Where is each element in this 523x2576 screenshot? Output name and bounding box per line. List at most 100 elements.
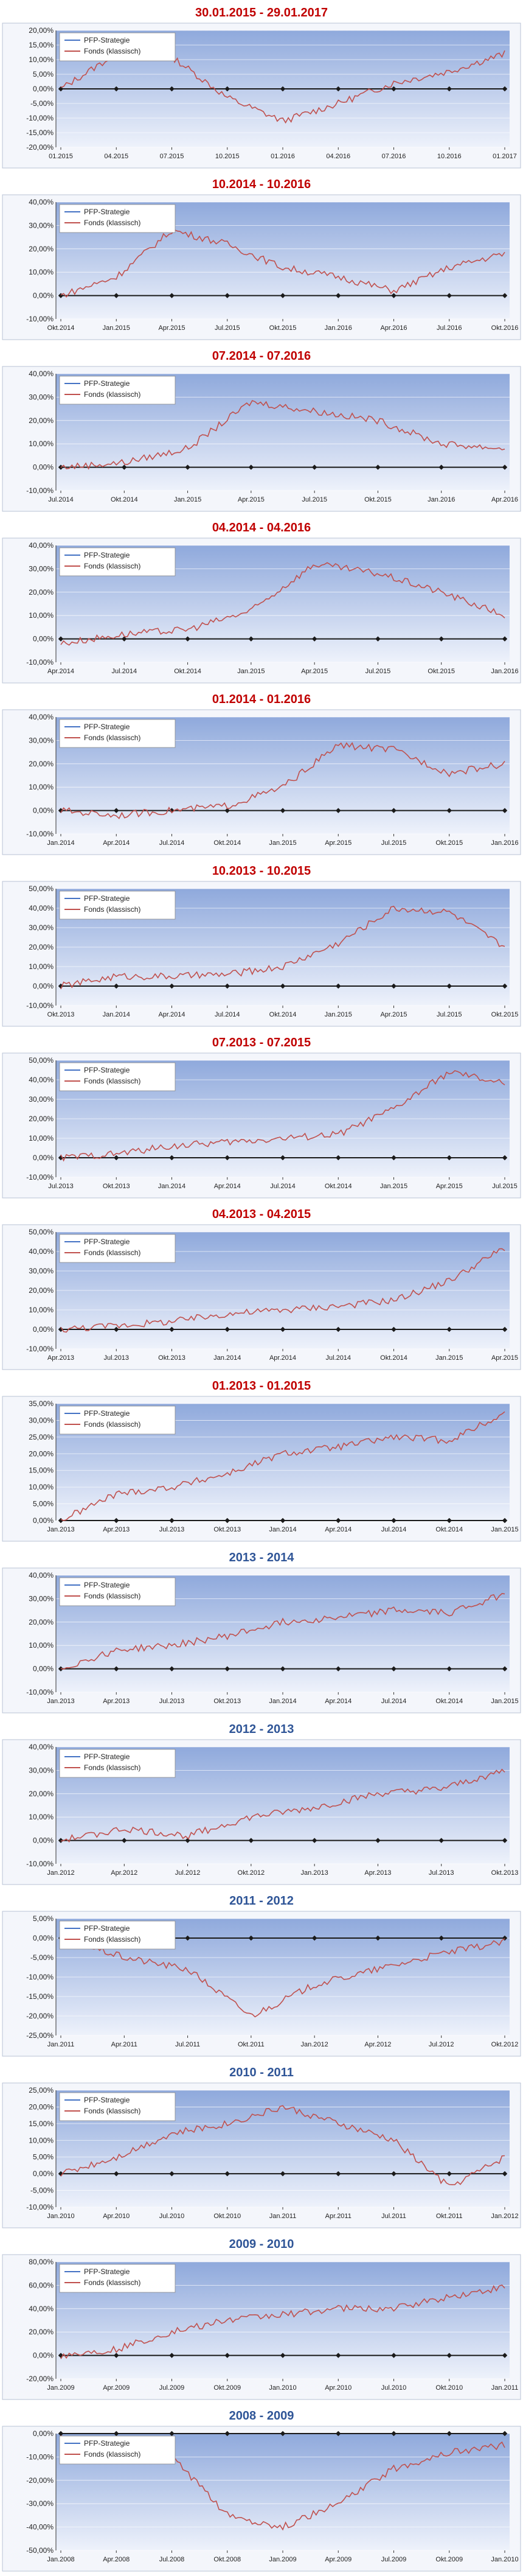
legend-box [59, 719, 176, 748]
legend-label: PFP-Strategie [84, 551, 130, 559]
x-tick-label: Jan.2016 [325, 324, 352, 332]
y-tick-label: 10,00% [29, 962, 54, 971]
legend-label: PFP-Strategie [84, 723, 130, 731]
series-point-pfp [438, 464, 444, 470]
y-tick-label: -5,00% [30, 99, 54, 108]
x-tick-label: Okt.2014 [435, 1526, 463, 1533]
series-line-fonds [60, 2284, 505, 2359]
series-point-pfp [169, 1155, 175, 1161]
x-tick-label: Apr.2015 [491, 1354, 518, 1362]
chart-svg: -10,00% 0,00% 10,00% 20,00% 30,00% 40,00% Jan.… [2, 709, 521, 855]
x-tick-label: Jan.2010 [269, 2384, 296, 2392]
legend-label: Fonds (klassisch) [84, 1935, 140, 1944]
x-tick-label: Okt.2013 [213, 1526, 241, 1533]
legend-label: Fonds (klassisch) [84, 562, 140, 570]
x-tick-label: 10.2016 [437, 153, 462, 160]
series-point-pfp [311, 464, 317, 470]
x-tick-label: Apr.2016 [380, 324, 407, 332]
y-tick-label: -10,00% [26, 2203, 54, 2211]
y-tick-label: -10,00% [26, 1688, 54, 1696]
x-tick-label: Jul.2013 [159, 1526, 185, 1533]
legend: PFP-Strategie Fonds (klassisch) [59, 376, 176, 405]
legend-label: PFP-Strategie [84, 36, 130, 44]
y-tick-label: 35,00% [29, 1399, 54, 1408]
y-tick-label: 15,00% [29, 1466, 54, 1475]
series-point-pfp [224, 1517, 230, 1524]
series-point-pfp [446, 293, 452, 298]
x-tick-label: Jan.2014 [269, 1698, 296, 1705]
x-tick-label: Apr.2015 [238, 496, 265, 503]
chart-title: 01.2014 - 01.2016 [212, 693, 311, 706]
legend-label: PFP-Strategie [84, 379, 130, 388]
x-tick-label: Jul.2015 [302, 496, 327, 503]
legend: PFP-Strategie Fonds (klassisch) [59, 32, 176, 61]
x-tick-label: Jan.2012 [47, 1869, 74, 1877]
x-tick-label: Jul.2014 [325, 1354, 351, 1362]
y-tick-label: 5,00% [33, 70, 54, 79]
series-point-pfp [224, 86, 230, 92]
x-tick-label: Okt.2013 [158, 1354, 185, 1362]
series-point-pfp [169, 1326, 175, 1332]
x-tick-label: Jul.2016 [437, 324, 462, 332]
x-tick-label: Apr.2011 [325, 2213, 352, 2220]
y-tick-label: -30,00% [26, 2499, 54, 2508]
y-tick-label: -10,00% [26, 315, 54, 323]
y-tick-label: 10,00% [29, 1641, 54, 1650]
y-tick-label: -10,00% [26, 1860, 54, 1868]
x-tick-label: Apr.2014 [269, 1354, 296, 1362]
y-tick-label: 40,00% [29, 1571, 54, 1580]
x-tick-label: Jan.2015 [491, 1698, 518, 1705]
y-tick-label: 0,00% [33, 807, 54, 815]
x-tick-label: Jan.2008 [47, 2556, 74, 2563]
x-tick-label: Jan.2011 [269, 2213, 296, 2220]
x-tick-label: Okt.2013 [47, 1011, 75, 1018]
y-tick-label: -20,00% [26, 2476, 54, 2485]
y-tick-label: 10,00% [29, 55, 54, 64]
chart-panel: -25,00% -20,00% -15,00% -10,00% -5,00% 0,00% 5… [0, 1888, 523, 2060]
y-tick-label: 15,00% [29, 41, 54, 49]
y-tick-label: 0,00% [33, 2429, 54, 2438]
chart-panel: -10,00% -5,00% 0,00% 5,00% 10,00% 15,00% 20,00… [0, 2060, 523, 2231]
y-tick-label: 80,00% [29, 2258, 54, 2266]
x-tick-label: Apr.2011 [111, 2041, 137, 2048]
x-tick-label: Apr.2009 [103, 2384, 130, 2392]
y-tick-label: 40,00% [29, 1076, 54, 1084]
y-tick-label: 20,00% [29, 1618, 54, 1626]
x-tick-label: Jan.2012 [491, 2213, 518, 2220]
y-tick-label: 25,00% [29, 2086, 54, 2095]
chart-svg: -10,00% 0,00% 10,00% 20,00% 30,00% 40,00% Jan.… [2, 1567, 521, 1713]
chart-panel: -10,00% 0,00% 10,00% 20,00% 30,00% 40,00% 50,0… [0, 1030, 523, 1202]
chart-panel: -10,00% 0,00% 10,00% 20,00% 30,00% 40,00% Apr.… [0, 515, 523, 687]
series-point-pfp [169, 86, 175, 92]
series-point-pfp [185, 464, 190, 470]
y-tick-label: -10,00% [26, 486, 54, 495]
x-tick-label: Jan.2015 [237, 668, 265, 675]
series-point-pfp [280, 1326, 286, 1332]
x-tick-label: Okt.2014 [174, 668, 201, 675]
x-tick-label: Apr.2013 [364, 1869, 391, 1877]
legend: PFP-Strategie Fonds (klassisch) [59, 719, 176, 748]
x-tick-label: Okt.2012 [238, 1869, 265, 1877]
y-tick-label: 10,00% [29, 439, 54, 448]
legend-label: PFP-Strategie [84, 894, 130, 903]
x-tick-label: Apr.2014 [47, 668, 74, 675]
x-tick-label: Jan.2011 [47, 2041, 74, 2048]
x-tick-label: Okt.2016 [491, 324, 519, 332]
x-tick-label: Jan.2014 [158, 1183, 185, 1190]
chart-panel: -10,00% 0,00% 10,00% 20,00% 30,00% 40,00% Jan.… [0, 1717, 523, 1888]
x-tick-label: 07.2016 [382, 153, 406, 160]
legend-label: Fonds (klassisch) [84, 733, 140, 742]
legend-label: PFP-Strategie [84, 2096, 130, 2104]
chart-title: 10.2013 - 10.2015 [212, 864, 311, 878]
legend-box [59, 1405, 176, 1435]
series-line-fonds [60, 2105, 505, 2186]
legend-box [59, 1062, 176, 1091]
x-tick-label: Apr.2014 [158, 1011, 185, 1018]
chart-title: 2008 - 2009 [229, 2409, 294, 2423]
x-tick-label: Jan.2015 [325, 1011, 352, 1018]
x-tick-label: 01.2016 [271, 153, 295, 160]
legend-box [59, 1749, 176, 1778]
x-tick-label: Apr.2012 [111, 1869, 137, 1877]
x-tick-label: Jul.2015 [492, 1183, 518, 1190]
y-tick-label: 10,00% [29, 268, 54, 276]
